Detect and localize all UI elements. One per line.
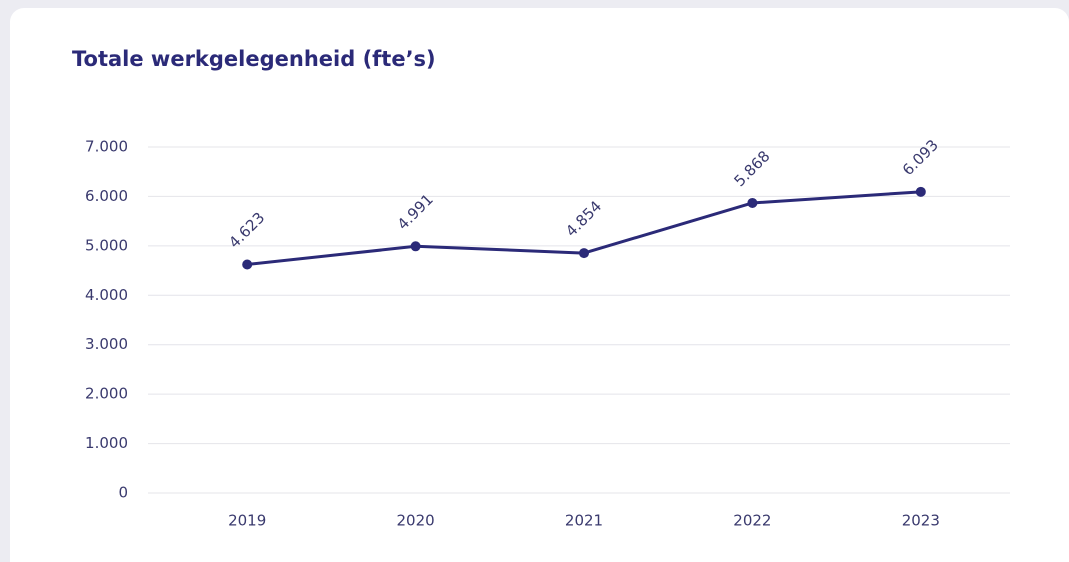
point: [747, 197, 758, 208]
point: [242, 259, 253, 270]
data-label: 6.093: [899, 136, 942, 179]
y-tick-label: 3.000: [85, 335, 128, 353]
point: [579, 248, 589, 259]
x-tick-label: 2021: [565, 512, 603, 530]
y-tick-label: 5.000: [85, 236, 128, 254]
x-tick-label: 2019: [228, 512, 266, 530]
point: [915, 186, 926, 197]
x-tick-label: 2020: [397, 512, 435, 530]
y-tick-label: 1.000: [85, 434, 128, 452]
data-label: 4.854: [562, 197, 605, 240]
x-tick-label: 2023: [902, 512, 940, 530]
card: [10, 8, 1069, 562]
chart-title: Totale werkgelegenheid (fte’s): [72, 47, 436, 71]
y-tick-label: 4.000: [85, 286, 128, 304]
y-tick-label: 0: [118, 484, 128, 502]
data-label: 4.623: [225, 209, 268, 252]
data-label: 5.868: [730, 147, 773, 190]
y-tick-label: 7.000: [85, 138, 128, 156]
y-tick-label: 6.000: [85, 187, 128, 205]
point: [410, 241, 421, 252]
x-tick-label: 2022: [733, 512, 771, 530]
y-tick-label: 2.000: [85, 385, 128, 403]
